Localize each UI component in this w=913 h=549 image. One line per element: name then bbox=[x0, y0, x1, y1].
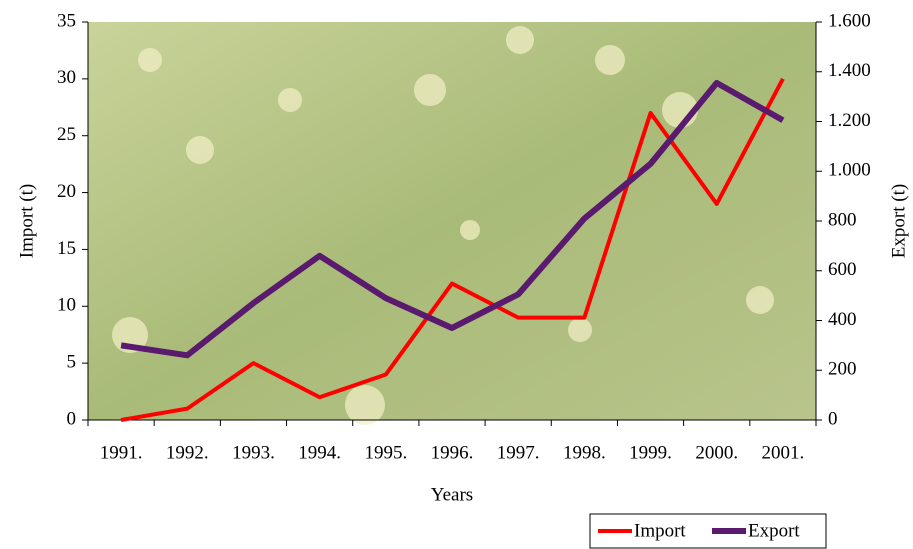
x-axis-label: Years bbox=[431, 484, 473, 505]
y-tick-label: 15 bbox=[57, 238, 76, 259]
x-tick-label: 1992. bbox=[166, 442, 209, 463]
y2-tick-label: 1.600 bbox=[828, 10, 871, 31]
legend-label: Import bbox=[634, 520, 686, 541]
x-tick-label: 1999. bbox=[629, 442, 672, 463]
x-tick-label: 2001. bbox=[762, 442, 805, 463]
y-tick-label: 20 bbox=[57, 181, 76, 202]
y2-tick-label: 800 bbox=[828, 209, 857, 230]
y-axis-label: Import (t) bbox=[16, 184, 37, 258]
y2-tick-label: 400 bbox=[828, 309, 857, 330]
plot-background bbox=[88, 22, 816, 420]
y-tick-label: 0 bbox=[67, 408, 77, 429]
x-tick-label: 1994. bbox=[298, 442, 341, 463]
x-tick-label: 1998. bbox=[563, 442, 606, 463]
y2-tick-label: 1.200 bbox=[828, 110, 871, 131]
y2-tick-label: 200 bbox=[828, 359, 857, 380]
chart: Import (t) Export (t) Years 0 5 10 15 20 25 30… bbox=[0, 0, 913, 549]
x-tick-label: 1997. bbox=[497, 442, 540, 463]
legend-label: Export bbox=[748, 520, 800, 541]
x-tick-label: 2000. bbox=[695, 442, 738, 463]
y2-tick-label: 1.000 bbox=[828, 160, 871, 181]
y-tick-label: 10 bbox=[57, 295, 76, 316]
x-tick-label: 1996. bbox=[431, 442, 474, 463]
y-tick-label: 5 bbox=[67, 352, 77, 373]
x-tick-label: 1995. bbox=[364, 442, 407, 463]
y2-tick-label: 0 bbox=[828, 408, 838, 429]
y2-axis-label: Export (t) bbox=[888, 184, 909, 258]
y2-tick-label: 600 bbox=[828, 259, 857, 280]
y2-tick-label: 1.400 bbox=[828, 60, 871, 81]
y-tick-label: 35 bbox=[57, 10, 76, 31]
x-tick-label: 1993. bbox=[232, 442, 275, 463]
y-tick-label: 30 bbox=[57, 67, 76, 88]
y-tick-label: 25 bbox=[57, 124, 76, 145]
x-tick-label: 1991. bbox=[100, 442, 143, 463]
